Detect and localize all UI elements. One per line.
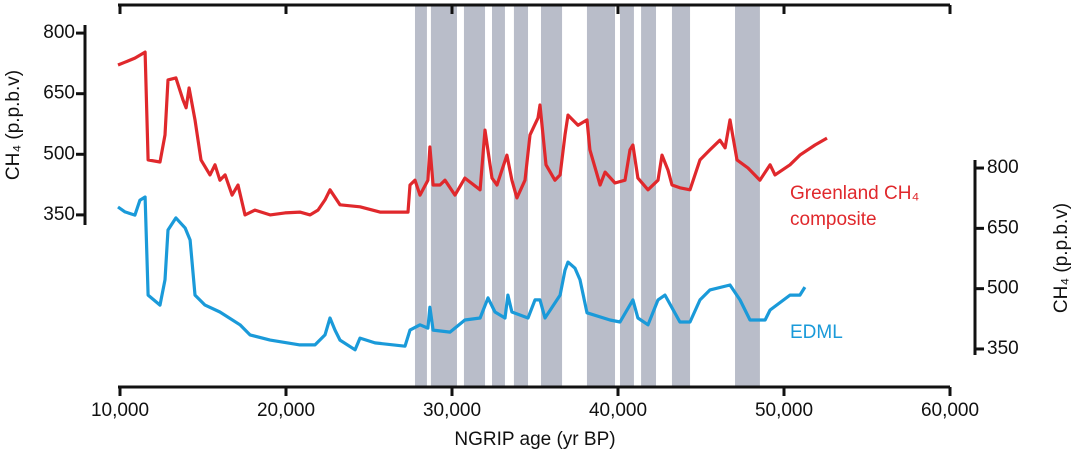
legend-label: Greenland CH₄ composite	[790, 183, 920, 230]
y-tick-label: 650	[43, 83, 75, 104]
y-axis-label: CH₄ (p.p.b.v)	[3, 70, 24, 180]
shaded-interval	[513, 5, 529, 387]
series-line	[117, 50, 828, 217]
x-axis-label: NGRIP age (yr BP)	[454, 429, 615, 450]
y2-tick-label: 500	[987, 278, 1019, 299]
x-tick-label: 10,000	[91, 400, 149, 421]
y2-tick-label: 800	[987, 157, 1019, 178]
shaded-interval	[540, 5, 563, 387]
shaded-interval	[463, 5, 486, 387]
shaded-interval	[492, 5, 505, 387]
shaded-interval	[671, 5, 691, 387]
y2-axis-label: CH₄ (p.p.b.v)	[1051, 203, 1072, 313]
x-tick-label: 30,000	[423, 400, 481, 421]
x-tick-label: 20,000	[257, 400, 315, 421]
shaded-interval	[641, 5, 657, 387]
shaded-interval	[430, 5, 457, 387]
y2-tick-label: 350	[987, 338, 1019, 359]
y-tick-label: 500	[43, 143, 75, 164]
shaded-interval	[735, 5, 760, 387]
shaded-interval	[586, 5, 616, 387]
legend-label: EDML	[790, 322, 843, 343]
shaded-interval	[619, 5, 634, 387]
x-tick-label: 40,000	[589, 400, 647, 421]
y-tick-label: 350	[43, 204, 75, 225]
y-tick-label: 800	[43, 22, 75, 43]
x-tick-label: 60,000	[921, 400, 979, 421]
y2-tick-label: 650	[987, 217, 1019, 238]
series-line	[117, 195, 807, 352]
x-tick-label: 50,000	[755, 400, 813, 421]
